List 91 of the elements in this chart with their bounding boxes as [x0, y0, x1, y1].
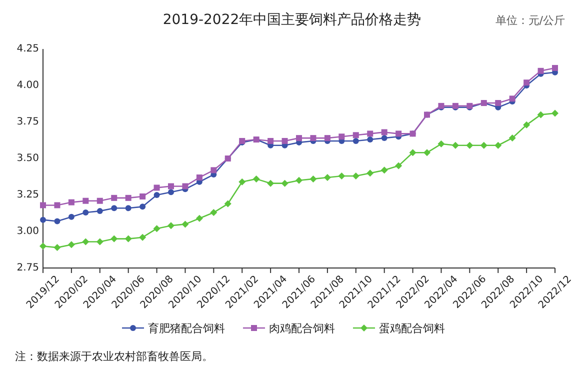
point [338, 134, 345, 140]
point [40, 216, 46, 223]
point [96, 198, 103, 204]
y-tick-label: 2.75 [16, 262, 39, 274]
point [296, 176, 302, 184]
point [54, 244, 61, 252]
point [366, 170, 374, 177]
point [494, 142, 502, 149]
y-tick-label: 3.50 [16, 153, 39, 164]
point [196, 214, 203, 222]
point [182, 183, 188, 190]
point [40, 242, 46, 250]
point [96, 238, 104, 246]
point [438, 140, 445, 148]
point [54, 218, 60, 224]
y-tick-label: 3.00 [16, 226, 39, 237]
point [210, 167, 217, 174]
point [154, 192, 160, 198]
legend-label: 蛋鸡配合饲料 [379, 322, 445, 335]
point [267, 180, 274, 187]
point [424, 149, 430, 156]
chart-title: 2019-2022年中国主要饲料产品价格走势 [162, 12, 422, 28]
point [537, 111, 544, 118]
point [381, 129, 388, 136]
point [310, 175, 317, 182]
point [480, 142, 488, 149]
point [139, 234, 146, 241]
point [352, 172, 360, 180]
y-tick-label: 4.00 [16, 80, 39, 91]
point [168, 183, 174, 190]
point [40, 202, 46, 208]
point [396, 130, 402, 137]
point [153, 225, 160, 232]
legend-label: 育肥猪配合饲料 [148, 322, 225, 335]
point [409, 149, 416, 156]
point [96, 208, 103, 214]
point [352, 138, 359, 144]
point [110, 235, 118, 242]
point [552, 110, 558, 117]
point [524, 80, 530, 86]
point [509, 96, 516, 102]
point [452, 142, 459, 149]
point [508, 134, 516, 142]
y-tick-label: 4.25 [16, 44, 39, 54]
point [310, 135, 316, 142]
point [68, 241, 75, 248]
point [224, 200, 232, 208]
point [495, 100, 502, 106]
point [268, 138, 274, 144]
point [324, 135, 330, 142]
point [523, 121, 530, 128]
text: 注：数据来源于农业农村部畜牧兽医局。 [15, 350, 213, 363]
point [281, 180, 288, 187]
point [552, 64, 558, 71]
point [68, 199, 74, 206]
point [125, 194, 132, 201]
point [125, 205, 132, 212]
y-tick-label: 3.25 [16, 190, 39, 200]
point [182, 220, 189, 228]
point [82, 210, 89, 216]
point [140, 204, 146, 210]
point [68, 214, 74, 220]
point [196, 174, 202, 180]
point [154, 184, 160, 191]
point [352, 132, 359, 138]
point [111, 194, 118, 201]
legend-label: 肉鸡配合饲料 [269, 322, 335, 335]
point [466, 142, 474, 149]
point [252, 175, 260, 182]
y-tick-label: 3.75 [16, 116, 39, 128]
point [82, 198, 89, 204]
point [54, 202, 60, 208]
point [395, 162, 402, 170]
text: 单位：元/公斤 [495, 14, 565, 27]
point [140, 193, 146, 200]
point [168, 222, 174, 230]
point [324, 174, 331, 181]
point [380, 166, 388, 174]
point [124, 235, 132, 242]
point [338, 172, 346, 180]
point [282, 138, 288, 144]
point [82, 238, 90, 246]
point [538, 68, 544, 74]
point [238, 178, 246, 186]
point [367, 136, 374, 143]
point [367, 130, 374, 137]
point [111, 205, 118, 212]
point [381, 135, 388, 142]
point [168, 189, 174, 196]
point [210, 209, 218, 216]
point [296, 135, 302, 142]
